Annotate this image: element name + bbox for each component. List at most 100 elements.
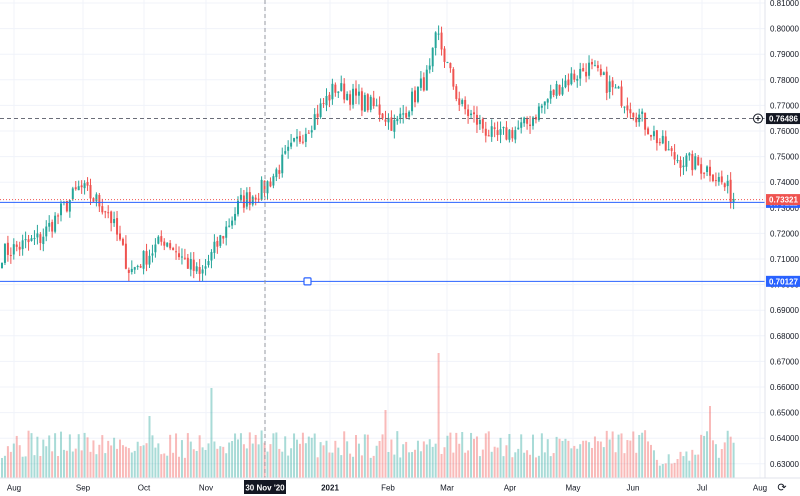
volume-bar xyxy=(340,455,343,478)
volume-bar xyxy=(337,447,340,478)
volume-bar xyxy=(48,435,51,478)
candle xyxy=(667,140,670,151)
candle xyxy=(293,137,296,143)
volume-bar xyxy=(676,459,679,478)
volume-bar xyxy=(130,452,133,478)
candle xyxy=(478,114,481,130)
y-tick-label: 0.79000 xyxy=(770,50,799,59)
time-axis[interactable]: Aug Sep Oct Nov 30 Nov '20 2021 Feb Mar Apr May Ju… xyxy=(7,480,767,494)
candle xyxy=(355,80,357,105)
volume-bar xyxy=(366,434,369,478)
volume-bar xyxy=(446,435,449,478)
volume-bar xyxy=(127,448,130,478)
price-axis[interactable]: 0.81000 0.80000 0.79000 0.78000 0.77000 0.760… xyxy=(770,0,799,469)
candle xyxy=(340,75,343,92)
volume-bar xyxy=(703,435,706,478)
line-anchor-handle[interactable] xyxy=(303,277,312,286)
candle xyxy=(499,121,502,144)
volume-bar xyxy=(425,444,428,478)
volume-bar xyxy=(511,457,514,478)
candle xyxy=(169,240,172,251)
candle xyxy=(366,93,369,113)
volume-bar xyxy=(396,431,399,478)
candle xyxy=(372,90,375,109)
candle xyxy=(647,126,650,135)
candle xyxy=(473,105,475,123)
volume-bar xyxy=(65,450,68,478)
candle xyxy=(201,265,204,282)
volume-bar xyxy=(720,449,723,478)
y-tick-label: 0.76000 xyxy=(770,127,799,136)
candle xyxy=(42,228,45,252)
grid xyxy=(0,0,765,478)
candle xyxy=(183,248,186,261)
volume-bar xyxy=(57,455,60,478)
candle xyxy=(387,113,390,130)
candle xyxy=(207,254,210,268)
candle xyxy=(86,177,89,191)
volume-bar xyxy=(514,452,517,478)
y-tick-label: 0.68000 xyxy=(770,332,799,341)
volume-bar xyxy=(290,448,293,478)
volume-bar xyxy=(133,450,136,478)
volume-bar xyxy=(685,451,688,478)
candle xyxy=(655,129,658,151)
candle xyxy=(405,106,408,120)
candle xyxy=(588,55,591,80)
x-tick-label: Mar xyxy=(440,484,454,493)
volume-bar xyxy=(496,447,499,478)
volume-bar xyxy=(546,439,549,478)
y-tick-label: 0.75000 xyxy=(770,153,799,162)
candle xyxy=(467,104,470,124)
candle xyxy=(726,174,729,194)
candle xyxy=(219,234,222,248)
candle xyxy=(617,85,620,89)
volume-bar xyxy=(608,439,611,478)
volume-bar xyxy=(390,439,393,478)
volume-bar xyxy=(458,443,461,478)
volume-bar xyxy=(331,452,334,478)
volume-bar xyxy=(455,432,458,478)
horizontal-lines[interactable] xyxy=(0,199,765,286)
volume-bar xyxy=(357,443,360,478)
volume-bar xyxy=(532,434,534,478)
volume-bar xyxy=(564,438,567,478)
volume-bar xyxy=(119,439,121,478)
volume-bar xyxy=(478,456,481,478)
volume-bar xyxy=(54,433,57,478)
x-tick-label: Sep xyxy=(76,484,91,493)
candle xyxy=(505,121,508,141)
candle xyxy=(239,187,242,203)
candle xyxy=(661,130,664,145)
volume-bar xyxy=(499,437,502,478)
volume-bar xyxy=(207,443,210,478)
candle xyxy=(490,119,493,142)
volume-bar xyxy=(175,433,178,478)
candle xyxy=(641,108,644,122)
refresh-icon[interactable]: ⟳ xyxy=(777,481,786,494)
volume-bar xyxy=(402,444,405,478)
volume-bar xyxy=(239,433,242,478)
volume-bar xyxy=(83,432,86,478)
candle xyxy=(163,238,166,251)
candle xyxy=(714,172,717,187)
volume-bar xyxy=(136,441,139,478)
candle xyxy=(564,74,567,89)
volume-bar xyxy=(411,452,414,478)
candle xyxy=(399,107,402,124)
volume-bar xyxy=(481,449,484,478)
candle xyxy=(555,80,558,99)
volume-bar xyxy=(726,430,729,478)
candle xyxy=(266,180,269,199)
volume-bar xyxy=(3,455,6,478)
volume-bar xyxy=(473,438,475,478)
volume-bar xyxy=(611,431,614,478)
volume-bar xyxy=(493,446,496,478)
candle xyxy=(12,238,15,260)
reset-chart-button[interactable]: ⟳ xyxy=(777,481,786,494)
price-badge xyxy=(766,113,800,125)
volume-bar xyxy=(213,441,216,478)
volume-bar xyxy=(284,436,287,478)
candle xyxy=(561,78,564,96)
